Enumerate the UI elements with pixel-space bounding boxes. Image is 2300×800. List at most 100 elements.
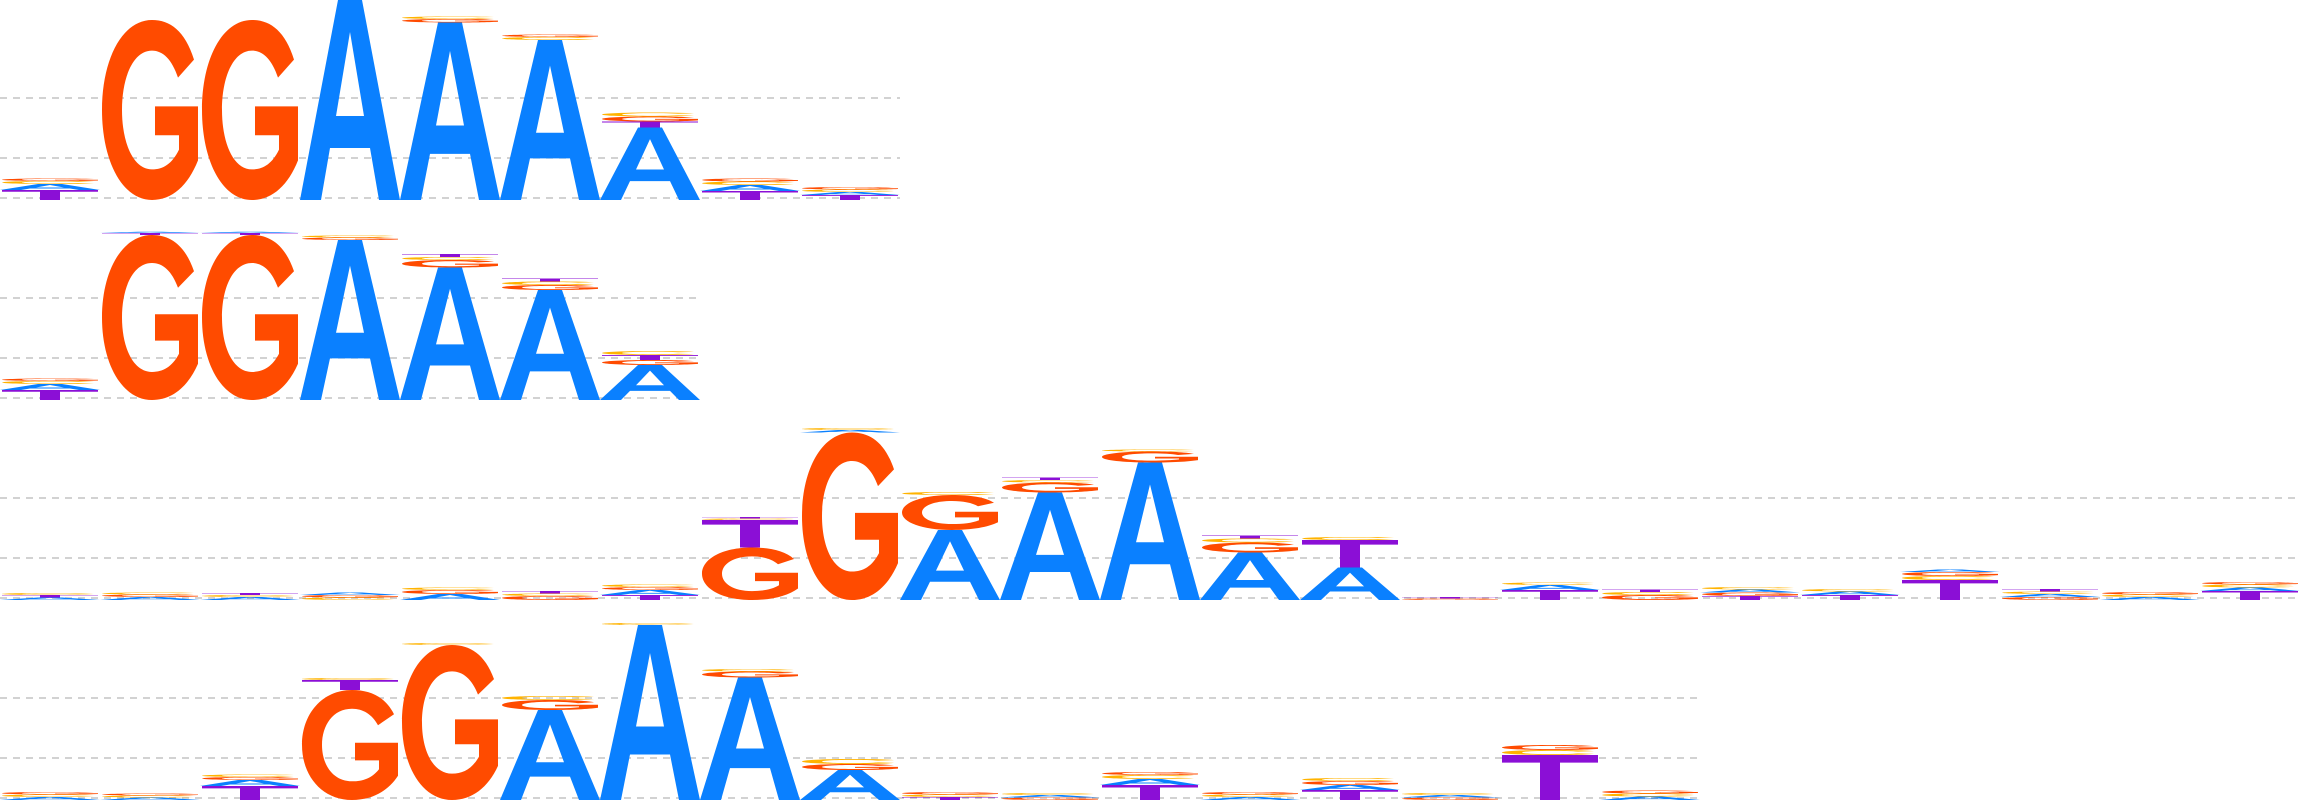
letter-T bbox=[902, 797, 998, 800]
letter-G bbox=[702, 671, 798, 678]
letter-C bbox=[602, 623, 694, 625]
letter-C bbox=[1602, 592, 1694, 595]
logo-position-16 bbox=[1502, 745, 1598, 800]
letter-G bbox=[1602, 790, 1698, 794]
letter-G bbox=[602, 587, 698, 590]
letter-A bbox=[1000, 492, 1100, 600]
letter-T bbox=[1602, 589, 1698, 592]
letter-A bbox=[400, 267, 500, 400]
letter-A bbox=[700, 677, 800, 800]
letter-G bbox=[1202, 542, 1298, 553]
logo-position-5 bbox=[402, 643, 498, 800]
logo-position-9 bbox=[800, 759, 900, 800]
logo-position-3 bbox=[200, 593, 300, 600]
letter-C bbox=[1602, 793, 1694, 797]
letter-T bbox=[402, 254, 498, 257]
letter-T bbox=[1802, 595, 1898, 600]
letter-T bbox=[102, 233, 198, 235]
letter-T bbox=[1202, 535, 1298, 539]
letter-A bbox=[1700, 589, 1800, 593]
letter-T bbox=[1302, 790, 1398, 800]
logo-position-12 bbox=[1100, 772, 1200, 800]
letter-T bbox=[1102, 785, 1198, 800]
letter-C bbox=[1002, 793, 1094, 795]
letter-A bbox=[100, 597, 200, 600]
letter-A bbox=[2000, 594, 2100, 597]
letter-G bbox=[2002, 597, 2098, 600]
letter-T bbox=[602, 355, 698, 360]
logo-position-15 bbox=[1400, 793, 1500, 800]
letter-A bbox=[1400, 795, 1500, 798]
letter-T bbox=[502, 278, 598, 282]
letter-A bbox=[600, 590, 700, 595]
letter-C bbox=[502, 37, 594, 40]
letter-A bbox=[1500, 585, 1600, 590]
letter-G bbox=[2202, 582, 2298, 585]
letter-A bbox=[600, 127, 700, 200]
letter-C bbox=[402, 643, 494, 645]
logo-position-1 bbox=[0, 378, 100, 400]
logo-position-4 bbox=[300, 235, 400, 400]
letter-T bbox=[2202, 591, 2298, 600]
letter-C bbox=[2, 593, 94, 595]
letter-A bbox=[1300, 567, 1400, 600]
letter-T bbox=[2, 390, 98, 400]
letter-C bbox=[402, 257, 494, 260]
logo-position-6 bbox=[502, 591, 598, 600]
letter-G bbox=[1302, 781, 1398, 785]
letter-G bbox=[302, 690, 398, 800]
letter-G bbox=[502, 285, 598, 290]
letter-C bbox=[1502, 750, 1594, 755]
letter-G bbox=[202, 777, 298, 780]
letter-G bbox=[402, 260, 498, 268]
motif-logo-2 bbox=[0, 231, 700, 400]
letter-G bbox=[402, 19, 498, 23]
letter-A bbox=[1900, 569, 2000, 572]
logo-position-7 bbox=[600, 584, 700, 600]
letter-C bbox=[802, 428, 894, 430]
logo-position-4 bbox=[300, 592, 400, 600]
letter-G bbox=[1702, 592, 1798, 596]
letter-C bbox=[1902, 576, 1994, 580]
letter-A bbox=[200, 780, 300, 786]
logo-position-4 bbox=[300, 0, 400, 200]
letter-A bbox=[1100, 462, 1200, 600]
logo-position-10 bbox=[900, 492, 1000, 600]
letter-C bbox=[502, 281, 594, 285]
letter-G bbox=[1202, 792, 1298, 795]
letter-G bbox=[602, 116, 698, 122]
letter-A bbox=[300, 592, 400, 595]
letter-C bbox=[202, 774, 294, 777]
logo-position-8 bbox=[702, 517, 798, 600]
letter-G bbox=[602, 360, 698, 365]
letter-T bbox=[1002, 477, 1098, 480]
letter-A bbox=[1200, 797, 1300, 800]
letter-T bbox=[602, 121, 698, 128]
letter-A bbox=[0, 384, 100, 390]
logo-position-12 bbox=[1100, 449, 1200, 600]
logo-position-14 bbox=[1300, 778, 1400, 800]
letter-A bbox=[2200, 587, 2300, 591]
logo-position-7 bbox=[600, 623, 700, 800]
letter-C bbox=[902, 794, 994, 797]
logo-position-17 bbox=[1600, 790, 1700, 800]
letter-G bbox=[302, 237, 398, 240]
letter-G bbox=[802, 432, 898, 600]
letter-T bbox=[2, 595, 98, 598]
letter-C bbox=[1302, 778, 1394, 781]
letter-G bbox=[1502, 745, 1598, 750]
letter-A bbox=[400, 594, 500, 600]
letter-T bbox=[2, 190, 98, 200]
letter-A bbox=[800, 192, 900, 195]
letter-G bbox=[2, 178, 98, 181]
logo-position-1 bbox=[0, 593, 100, 600]
letter-G bbox=[202, 235, 298, 400]
motif-logo-3 bbox=[0, 428, 2300, 600]
letter-G bbox=[1902, 572, 1998, 576]
letter-T bbox=[1902, 580, 1998, 600]
logo-position-22 bbox=[2100, 592, 2200, 600]
logo-position-13 bbox=[1200, 792, 1300, 800]
letter-A bbox=[600, 625, 700, 800]
letter-T bbox=[802, 195, 898, 200]
